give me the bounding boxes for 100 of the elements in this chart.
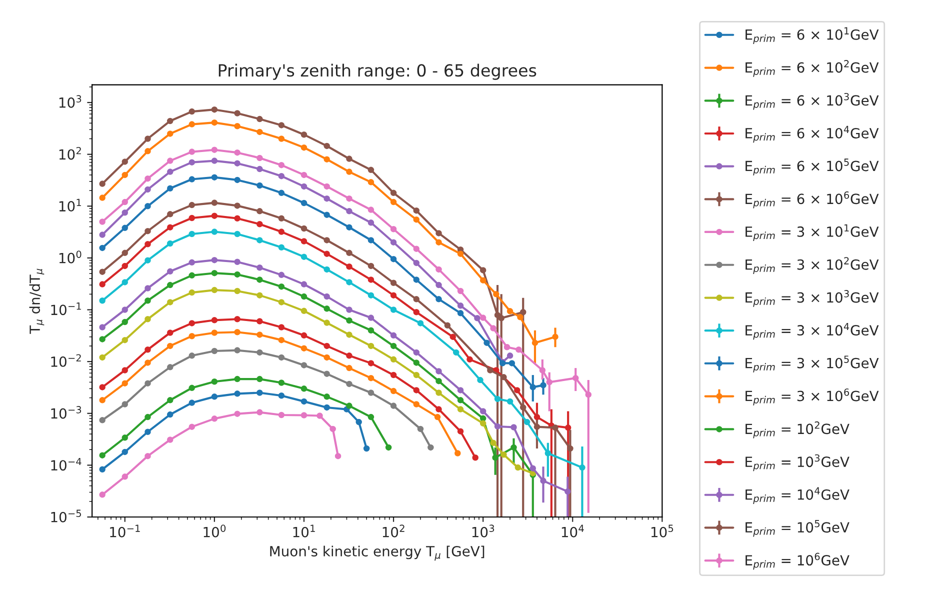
point xyxy=(413,360,420,366)
point xyxy=(256,166,263,172)
legend-label: E$_{prim}$ = 6 × 10$^{4}$GeV xyxy=(746,126,879,143)
point xyxy=(278,122,285,128)
y-tick-label: 10$^{0}$ xyxy=(59,250,82,264)
point xyxy=(256,376,263,382)
point xyxy=(413,349,420,356)
point xyxy=(144,360,151,366)
point xyxy=(188,202,196,208)
point xyxy=(346,352,352,359)
point xyxy=(436,282,442,288)
point xyxy=(234,215,240,222)
point xyxy=(256,332,263,338)
point xyxy=(211,212,218,219)
point xyxy=(188,259,196,266)
point xyxy=(278,172,285,180)
point xyxy=(234,271,240,278)
point xyxy=(188,384,196,392)
point xyxy=(167,185,174,192)
legend-label: E$_{prim}$ = 3 × 10$^{4}$GeV xyxy=(746,322,879,340)
point xyxy=(234,390,240,397)
y-tick-label: 10$^{−1}$ xyxy=(51,302,81,316)
point xyxy=(122,158,128,165)
point xyxy=(188,400,196,406)
point xyxy=(346,380,352,388)
point xyxy=(480,314,486,321)
point xyxy=(122,474,128,480)
point xyxy=(278,215,285,222)
point xyxy=(99,244,106,252)
point xyxy=(480,267,486,274)
point xyxy=(300,398,308,405)
point xyxy=(390,372,397,378)
point xyxy=(122,380,128,386)
point xyxy=(436,378,442,384)
point xyxy=(167,168,174,175)
point xyxy=(144,346,151,353)
point xyxy=(346,250,352,256)
point xyxy=(122,448,128,456)
point xyxy=(390,280,397,286)
point xyxy=(122,279,128,286)
point xyxy=(211,146,218,153)
point xyxy=(188,214,196,222)
point xyxy=(480,420,486,427)
point xyxy=(188,148,196,155)
x-tick-label: 10$^{3}$ xyxy=(472,524,494,538)
point xyxy=(99,492,106,498)
point xyxy=(211,270,218,276)
point xyxy=(144,316,151,322)
point xyxy=(278,412,285,418)
point xyxy=(278,324,285,330)
point xyxy=(144,228,151,234)
point xyxy=(324,342,330,350)
point xyxy=(278,272,285,278)
point xyxy=(324,370,330,377)
point xyxy=(188,352,196,359)
legend-label: E$_{prim}$ = 10$^{5}$GeV xyxy=(746,520,850,537)
point xyxy=(368,390,374,396)
point xyxy=(167,330,174,336)
point xyxy=(188,320,196,326)
point xyxy=(278,380,285,386)
point xyxy=(256,318,263,324)
point xyxy=(144,240,151,248)
point xyxy=(346,208,352,214)
point xyxy=(324,404,330,411)
point xyxy=(413,276,420,283)
point xyxy=(234,160,240,166)
point xyxy=(188,289,196,296)
point xyxy=(278,336,285,344)
point xyxy=(167,342,174,350)
point xyxy=(167,397,174,404)
point xyxy=(99,466,106,473)
point xyxy=(188,176,196,182)
point xyxy=(188,332,196,340)
point xyxy=(300,345,308,352)
point xyxy=(278,190,285,196)
point xyxy=(368,360,374,366)
legend-label: E$_{prim}$ = 10$^{3}$GeV xyxy=(746,454,850,472)
point xyxy=(434,414,441,420)
point xyxy=(99,417,106,424)
point xyxy=(122,224,128,232)
point xyxy=(480,415,486,422)
legend-label: E$_{prim}$ = 10$^{2}$GeV xyxy=(746,421,850,438)
point xyxy=(234,288,240,294)
point xyxy=(324,266,330,273)
point xyxy=(368,342,374,350)
point xyxy=(188,230,196,238)
point xyxy=(234,176,240,184)
y-tick-label: 10$^{2}$ xyxy=(59,146,81,160)
point xyxy=(390,198,397,206)
point xyxy=(99,452,106,458)
point xyxy=(480,408,486,414)
x-axis-title: Muon's kinetic energy T$_{μ}$ [GeV] xyxy=(270,546,484,561)
point xyxy=(122,209,128,216)
point xyxy=(188,424,196,430)
point xyxy=(256,390,263,396)
y-tick-label: 10$^{−5}$ xyxy=(51,510,81,522)
point xyxy=(413,216,420,223)
point xyxy=(99,397,106,404)
point xyxy=(413,260,420,266)
legend-label: E$_{prim}$ = 6 × 10$^{6}$GeV xyxy=(746,191,879,208)
